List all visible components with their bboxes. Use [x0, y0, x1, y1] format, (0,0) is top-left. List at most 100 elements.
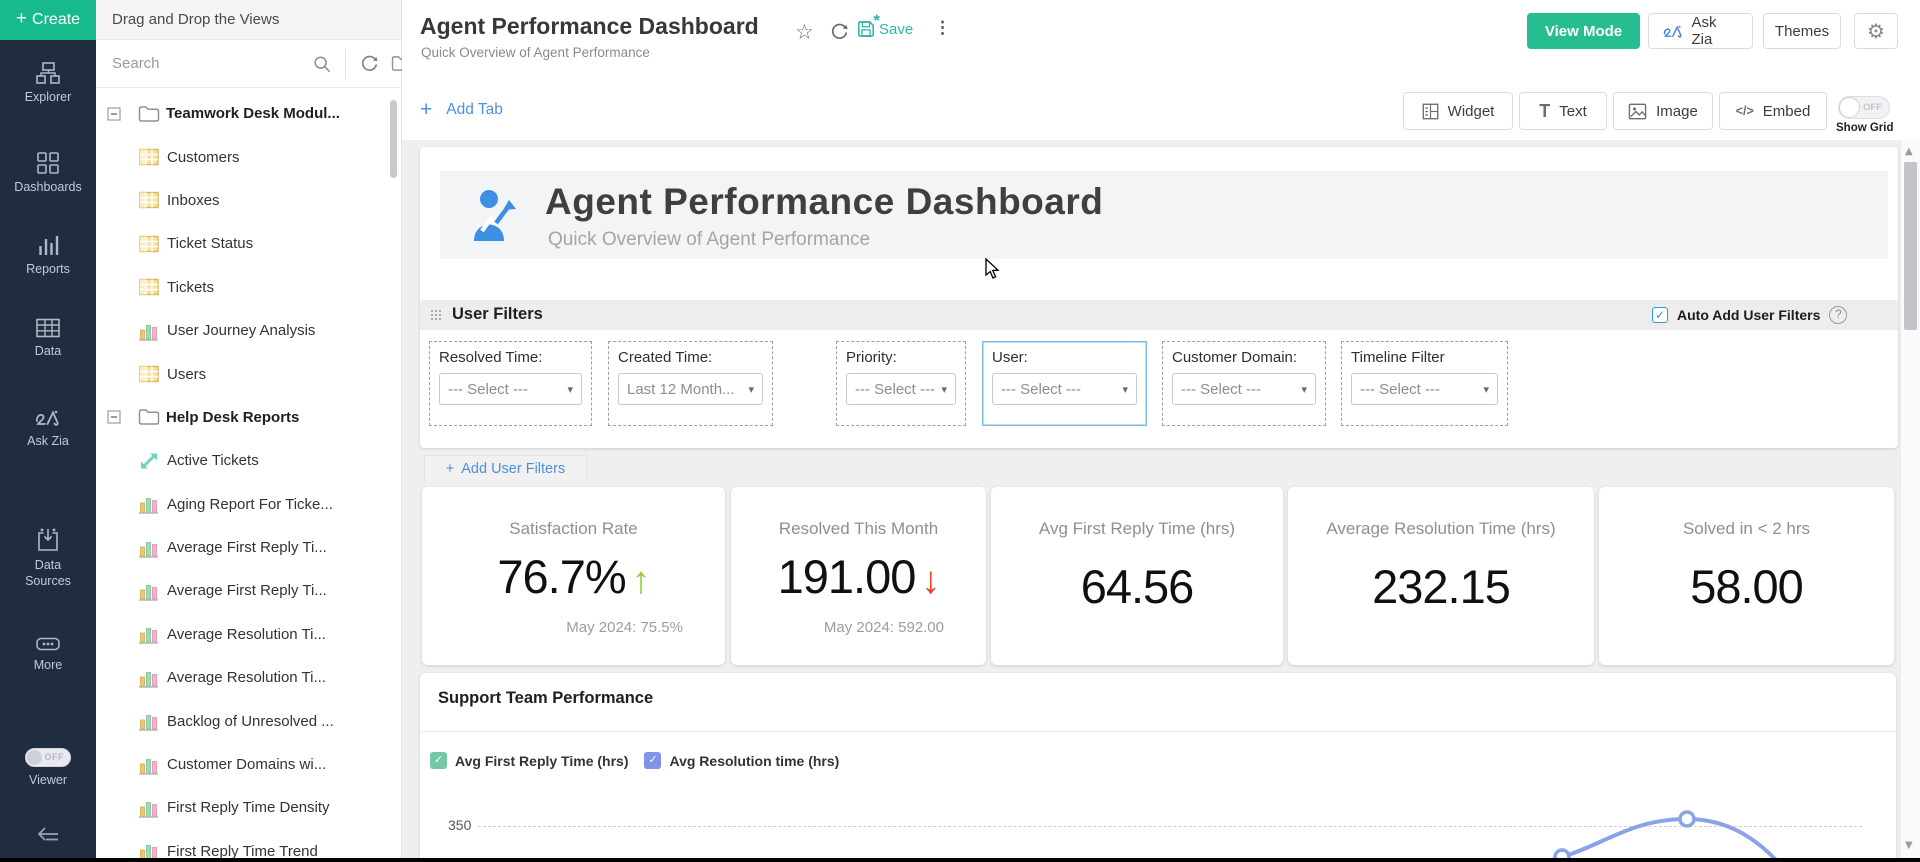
kpi-value: 191.00 ↓ [777, 550, 941, 603]
primary-sidebar: + Create Explorer Dashboards Reports Dat… [0, 0, 96, 862]
chevron-down-icon: ▾ [748, 382, 754, 396]
tree-item[interactable]: First Reply Time Density [96, 786, 401, 829]
tree-item[interactable]: Ticket Status [96, 222, 401, 265]
kebab-menu-icon[interactable]: ⋮ [934, 18, 951, 37]
themes-button[interactable]: Themes [1763, 13, 1841, 49]
add-user-filters-button[interactable]: + Add User Filters [424, 455, 587, 482]
views-scrollbar-thumb[interactable] [390, 100, 397, 178]
agent-performance-icon [472, 188, 520, 242]
scroll-up-icon[interactable]: ▲ [1905, 146, 1913, 157]
sidebar-item-data-sources[interactable]: Data Sources [0, 528, 96, 589]
tree-item[interactable]: Active Tickets [96, 439, 401, 482]
legend-item-resolution[interactable]: ✓ Avg Resolution time (hrs) [644, 752, 839, 769]
table-icon [139, 148, 159, 166]
tree-folder[interactable]: Help Desk Reports [96, 396, 401, 439]
data-point-marker[interactable] [1553, 848, 1571, 862]
filter-select[interactable]: --- Select --- ▾ [846, 373, 956, 405]
kpi-average-resolution-time[interactable]: Average Resolution Time (hrs) 232.15 [1288, 487, 1594, 665]
sidebar-item-reports[interactable]: Reports [0, 234, 96, 278]
refresh-icon[interactable] [830, 22, 849, 41]
sidebar-item-more[interactable]: More [0, 636, 96, 674]
search-input[interactable] [96, 54, 313, 73]
tree-label: First Reply Time Density [167, 799, 330, 817]
kpi-resolved-this-month[interactable]: Resolved This Month 191.00 ↓ May 2024: 59… [731, 487, 986, 665]
legend-checkbox-green[interactable]: ✓ [430, 752, 447, 769]
refresh-views-icon[interactable] [360, 54, 379, 73]
legend-checkbox-purple[interactable]: ✓ [644, 752, 662, 769]
sidebar-item-data[interactable]: Data [0, 318, 96, 360]
main-scrollbar[interactable]: ▲ ▼ [1900, 140, 1920, 862]
sidebar-item-ask-zia[interactable]: Ask Zia [0, 408, 96, 450]
plus-icon: + [445, 461, 455, 477]
sidebar-item-explorer[interactable]: Explorer [0, 62, 96, 106]
support-team-performance-chart[interactable]: Support Team Performance ✓ Avg First Rep… [420, 673, 1896, 862]
text-button[interactable]: T Text [1519, 92, 1607, 130]
zia-icon [1663, 23, 1683, 40]
filter-user: User: --- Select --- ▾ [982, 341, 1147, 426]
data-point-marker[interactable] [1678, 810, 1696, 828]
tree-item[interactable]: Average First Reply Ti... [96, 526, 401, 569]
help-icon[interactable]: ? [1829, 306, 1848, 324]
kpi-comparison: May 2024: 592.00 [823, 619, 944, 636]
tree-folder[interactable]: Teamwork Desk Modul... [96, 92, 401, 135]
scroll-down-icon[interactable]: ▼ [1905, 840, 1913, 851]
tree-item[interactable]: Average Resolution Ti... [96, 656, 401, 699]
show-grid-toggle[interactable]: OFF [1838, 96, 1890, 119]
add-user-filters-label: Add User Filters [461, 461, 566, 477]
tree-item[interactable]: Backlog of Unresolved ... [96, 699, 401, 742]
settings-button[interactable]: ⚙ [1854, 13, 1898, 49]
text-tool-icon: T [1539, 100, 1551, 121]
tree-item[interactable]: Average First Reply Ti... [96, 569, 401, 612]
chart-legend: ✓ Avg First Reply Time (hrs) ✓ Avg Resol… [430, 752, 839, 769]
image-button[interactable]: Image [1613, 92, 1713, 130]
save-button[interactable]: * Save [857, 11, 913, 38]
tree-item[interactable]: First Reply Time Trend [96, 830, 401, 862]
drag-handle-icon[interactable] [430, 309, 442, 321]
filter-select[interactable]: --- Select --- ▾ [1351, 373, 1498, 405]
tree-item[interactable]: User Journey Analysis [96, 309, 401, 352]
kpi-avg-first-reply-time[interactable]: Avg First Reply Time (hrs) 64.56 [991, 487, 1283, 665]
filter-select[interactable]: --- Select --- ▾ [1172, 373, 1316, 405]
sidebar-item-label: Ask Zia [27, 434, 69, 448]
filter-created-time: Created Time: Last 12 Month... ▾ [608, 341, 773, 426]
favorite-star-icon[interactable]: ☆ [795, 20, 814, 44]
view-mode-button[interactable]: View Mode [1527, 13, 1640, 49]
filter-select[interactable]: --- Select --- ▾ [439, 373, 582, 405]
collapse-icon[interactable] [107, 410, 121, 424]
add-tab-button[interactable]: + Add Tab [420, 98, 503, 122]
tree-item[interactable]: Average Resolution Ti... [96, 613, 401, 656]
dashboards-icon [37, 152, 59, 174]
tree-item[interactable]: Users [96, 352, 401, 395]
sidebar-item-label: Data [34, 344, 62, 358]
tree-item[interactable]: Customer Domains wi... [96, 743, 401, 786]
embed-button[interactable]: </> Embed [1719, 92, 1827, 130]
sidebar-item-label: Dashboards [14, 180, 82, 194]
kpi-satisfaction-rate[interactable]: Satisfaction Rate 76.7% ↑ May 2024: 75.5% [422, 487, 725, 665]
widget-button[interactable]: Widget [1403, 92, 1513, 130]
kpi-solved-under-2hrs[interactable]: Solved in < 2 hrs 58.00 [1599, 487, 1894, 665]
scrollbar-thumb[interactable] [1904, 162, 1917, 330]
filter-select[interactable]: Last 12 Month... ▾ [618, 373, 763, 405]
kpi-title: Satisfaction Rate [509, 519, 638, 538]
user-filters-bar[interactable]: User Filters ✓ Auto Add User Filters ? [420, 300, 1898, 330]
ask-zia-button[interactable]: Ask Zia [1648, 13, 1753, 49]
viewer-toggle[interactable]: OFF [25, 748, 71, 767]
tree-item[interactable]: Inboxes [96, 179, 401, 222]
sidebar-item-label: Data Sources [25, 558, 71, 588]
explorer-icon [36, 62, 60, 84]
kpi-value: 232.15 [1372, 560, 1511, 613]
tree-item[interactable]: Tickets [96, 266, 401, 309]
filter-value: --- Select --- [855, 380, 935, 398]
collapse-icon[interactable] [107, 107, 121, 121]
tree-item[interactable]: Aging Report For Ticke... [96, 483, 401, 526]
sidebar-item-dashboards[interactable]: Dashboards [0, 152, 96, 196]
data-sources-icon [36, 528, 60, 552]
filter-select[interactable]: --- Select --- ▾ [992, 373, 1137, 405]
dashboard-banner[interactable]: Agent Performance Dashboard Quick Overvi… [440, 171, 1888, 259]
auto-add-checkbox[interactable]: ✓ [1652, 307, 1668, 323]
filter-value: Last 12 Month... [627, 380, 735, 398]
tree-item[interactable]: Customers [96, 135, 401, 178]
legend-item-first-reply[interactable]: ✓ Avg First Reply Time (hrs) [430, 752, 628, 769]
collapse-sidebar-button[interactable] [0, 826, 96, 842]
create-button[interactable]: + Create [0, 0, 96, 40]
